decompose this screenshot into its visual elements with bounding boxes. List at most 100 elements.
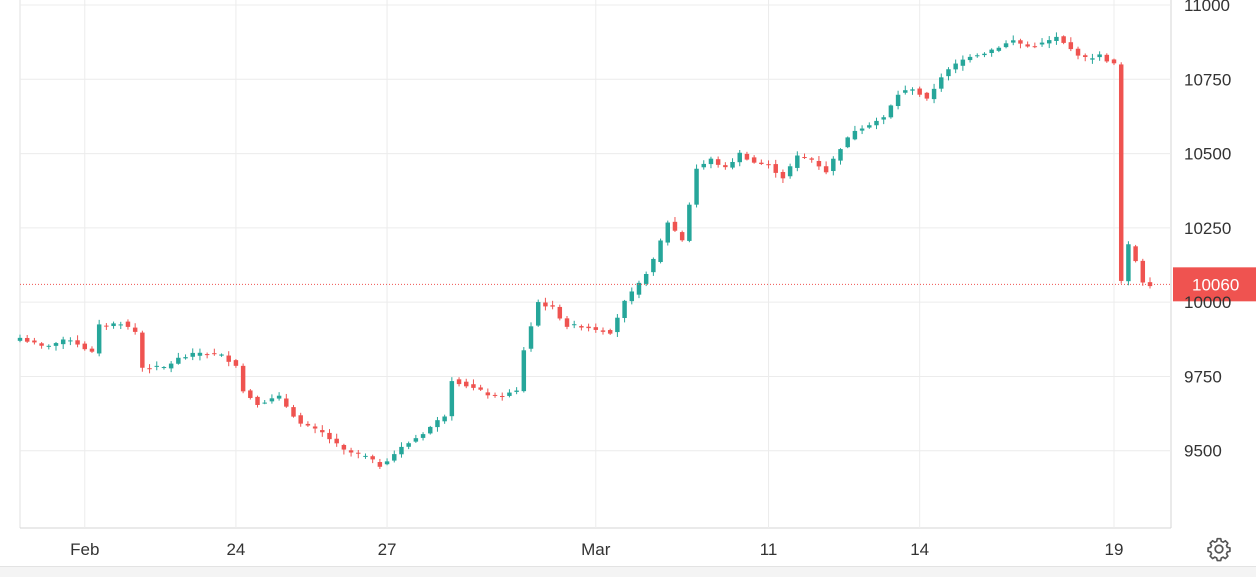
candles — [17, 32, 1153, 469]
y-tick-label: 10000 — [1184, 293, 1231, 312]
candle-down — [320, 430, 325, 433]
candle-down — [132, 327, 138, 332]
candle-up — [53, 343, 59, 346]
candle-up — [435, 420, 440, 428]
candle-down — [125, 321, 131, 327]
candle-down — [255, 396, 260, 405]
candle-down — [1032, 46, 1038, 48]
candle-up — [651, 258, 656, 273]
candle-up — [392, 454, 397, 461]
candle-down — [672, 221, 678, 231]
candle-up — [528, 326, 534, 349]
candle-down — [89, 348, 95, 352]
candle-down — [744, 153, 750, 160]
candle-up — [931, 88, 937, 100]
candle-up — [888, 105, 894, 118]
candle-up — [946, 69, 951, 77]
candle-up — [622, 300, 627, 319]
candle-down — [356, 452, 361, 454]
candle-up — [996, 47, 1002, 51]
candle-up — [1126, 244, 1131, 282]
x-tick-label: Mar — [581, 540, 611, 559]
candle-down — [377, 462, 383, 467]
candle-up — [1039, 42, 1045, 45]
candle-up — [60, 339, 66, 345]
candle-up — [111, 323, 116, 327]
candle-up — [708, 158, 714, 165]
candle-up — [982, 53, 987, 56]
candle-down — [240, 365, 246, 392]
candle-down — [780, 171, 786, 179]
candle-up — [571, 324, 577, 326]
candle-up — [420, 434, 426, 438]
x-tick-label: 14 — [910, 540, 929, 559]
candle-down — [334, 438, 339, 444]
candle-down — [305, 423, 311, 426]
candle-down — [104, 325, 109, 327]
candle-down — [471, 384, 476, 388]
y-tick-label: 11000 — [1184, 0, 1230, 15]
candle-up — [507, 392, 512, 396]
candle-down — [248, 390, 253, 398]
candle-down — [1018, 40, 1023, 44]
candle-up — [903, 90, 908, 93]
candle-down — [147, 368, 152, 370]
x-tick-label: 24 — [226, 540, 245, 559]
x-tick-label: 27 — [378, 540, 397, 559]
x-tick-label: 19 — [1105, 540, 1124, 559]
candle-down — [715, 159, 721, 165]
grid-lines — [19, 0, 1172, 529]
candle-down — [809, 158, 814, 160]
candle-up — [521, 350, 527, 392]
candle-down — [499, 396, 505, 398]
candle-up — [895, 94, 901, 107]
candle-up — [795, 155, 800, 168]
candle-down — [298, 415, 303, 424]
candle-down — [607, 330, 613, 334]
candle-down — [1147, 282, 1153, 287]
last-price-label: 10060 — [1192, 275, 1239, 294]
candle-down — [312, 426, 318, 429]
candle-down — [492, 394, 498, 396]
candle-down — [802, 157, 807, 159]
candle-down — [586, 326, 591, 329]
candle-up — [46, 345, 52, 347]
candle-up — [269, 398, 275, 402]
x-tick-label: Feb — [70, 540, 99, 559]
y-tick-label: 10250 — [1184, 219, 1231, 238]
candle-up — [413, 438, 419, 442]
candle-up — [615, 317, 620, 333]
last-price-line: 10060 — [20, 267, 1256, 302]
candle-up — [1090, 58, 1095, 60]
candle-up — [442, 416, 447, 422]
candle-up — [197, 352, 203, 356]
candle-up — [1011, 40, 1016, 43]
candle-up — [658, 240, 663, 263]
candle-up — [953, 63, 958, 70]
candle-down — [341, 444, 347, 450]
candle-down — [766, 164, 771, 166]
candle-down — [212, 353, 217, 355]
candle-up — [183, 357, 188, 359]
candle-down — [485, 392, 491, 396]
candle-down — [543, 302, 548, 307]
candle-down — [1082, 55, 1088, 57]
candle-up — [852, 130, 858, 140]
candle-down — [759, 162, 764, 164]
candle-up — [161, 367, 167, 369]
candle-down — [327, 432, 332, 440]
candle-up — [960, 59, 966, 66]
candle-down — [291, 407, 296, 417]
candle-up — [428, 426, 433, 434]
candle-up — [831, 158, 836, 172]
settings-gear-icon[interactable] — [1206, 536, 1232, 562]
candle-up — [701, 163, 706, 168]
candle-up — [730, 161, 735, 168]
candle-up — [910, 89, 915, 91]
candle-up — [363, 455, 368, 457]
candle-down — [140, 332, 145, 368]
candle-down — [1104, 54, 1110, 62]
candle-up — [535, 302, 541, 326]
candle-down — [233, 360, 239, 366]
